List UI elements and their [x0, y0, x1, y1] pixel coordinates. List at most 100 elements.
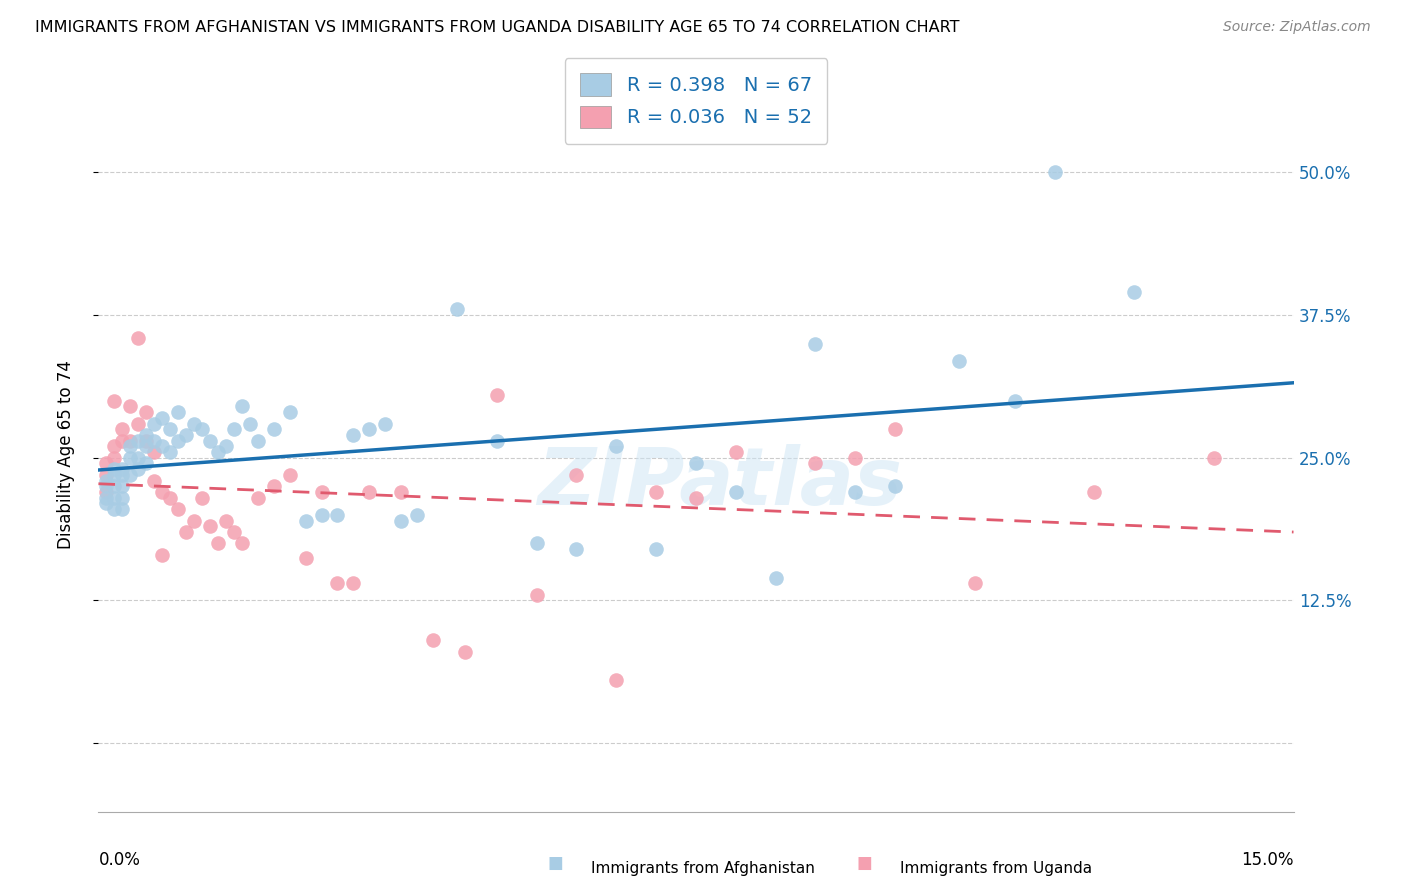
- Point: [844, 450, 866, 465]
- Point: [246, 434, 269, 448]
- Point: [406, 508, 429, 522]
- Point: [143, 445, 166, 459]
- Point: [143, 474, 166, 488]
- Point: [645, 485, 668, 500]
- Point: [96, 474, 118, 488]
- Point: [127, 417, 149, 431]
- Point: [565, 467, 588, 482]
- Point: [111, 462, 134, 476]
- Point: [183, 417, 205, 431]
- Point: [135, 457, 157, 471]
- Point: [326, 576, 349, 591]
- Text: Immigrants from Uganda: Immigrants from Uganda: [900, 861, 1092, 876]
- Point: [207, 445, 229, 459]
- Point: [150, 548, 173, 562]
- Point: [685, 491, 707, 505]
- Point: [111, 479, 134, 493]
- Text: IMMIGRANTS FROM AFGHANISTAN VS IMMIGRANTS FROM UGANDA DISABILITY AGE 65 TO 74 CO: IMMIGRANTS FROM AFGHANISTAN VS IMMIGRANT…: [35, 20, 960, 35]
- Text: ■: ■: [547, 855, 564, 872]
- Point: [605, 673, 627, 688]
- Point: [167, 405, 190, 419]
- Point: [605, 439, 627, 453]
- Point: [174, 524, 197, 539]
- Point: [150, 439, 173, 453]
- Point: [294, 514, 316, 528]
- Text: Immigrants from Afghanistan: Immigrants from Afghanistan: [591, 861, 814, 876]
- Point: [183, 514, 205, 528]
- Point: [765, 571, 787, 585]
- Point: [422, 633, 444, 648]
- Point: [326, 508, 349, 522]
- Point: [374, 417, 396, 431]
- Point: [120, 434, 142, 448]
- Point: [150, 485, 173, 500]
- Point: [222, 524, 245, 539]
- Point: [111, 502, 134, 516]
- Text: ZIPatlas: ZIPatlas: [537, 444, 903, 523]
- Point: [342, 428, 364, 442]
- Point: [111, 422, 134, 436]
- Point: [963, 576, 986, 591]
- Point: [207, 536, 229, 550]
- Point: [135, 405, 157, 419]
- Y-axis label: Disability Age 65 to 74: Disability Age 65 to 74: [56, 360, 75, 549]
- Point: [135, 439, 157, 453]
- Point: [884, 479, 907, 493]
- Point: [96, 496, 118, 510]
- Point: [191, 491, 214, 505]
- Point: [96, 467, 118, 482]
- Point: [724, 445, 747, 459]
- Point: [159, 491, 181, 505]
- Point: [278, 467, 301, 482]
- Point: [1123, 285, 1146, 300]
- Point: [111, 434, 134, 448]
- Point: [150, 410, 173, 425]
- Point: [103, 450, 125, 465]
- Point: [127, 462, 149, 476]
- Point: [485, 388, 508, 402]
- Point: [526, 536, 548, 550]
- Point: [111, 491, 134, 505]
- Point: [159, 422, 181, 436]
- Point: [174, 428, 197, 442]
- Point: [311, 508, 333, 522]
- Text: 0.0%: 0.0%: [98, 851, 141, 869]
- Point: [948, 353, 970, 368]
- Point: [159, 445, 181, 459]
- Text: ■: ■: [856, 855, 873, 872]
- Point: [389, 485, 412, 500]
- Point: [359, 485, 381, 500]
- Point: [454, 645, 477, 659]
- Point: [96, 457, 118, 471]
- Point: [724, 485, 747, 500]
- Point: [485, 434, 508, 448]
- Point: [294, 551, 316, 566]
- Point: [96, 491, 118, 505]
- Point: [120, 467, 142, 482]
- Point: [103, 439, 125, 453]
- Point: [231, 400, 253, 414]
- Point: [135, 428, 157, 442]
- Point: [246, 491, 269, 505]
- Point: [222, 422, 245, 436]
- Point: [103, 479, 125, 493]
- Point: [446, 302, 468, 317]
- Point: [342, 576, 364, 591]
- Point: [103, 462, 125, 476]
- Point: [143, 434, 166, 448]
- Point: [127, 331, 149, 345]
- Point: [685, 457, 707, 471]
- Point: [198, 519, 221, 533]
- Point: [804, 457, 827, 471]
- Point: [1083, 485, 1105, 500]
- Point: [198, 434, 221, 448]
- Point: [263, 479, 285, 493]
- Point: [167, 434, 190, 448]
- Point: [1004, 393, 1026, 408]
- Point: [127, 434, 149, 448]
- Point: [1202, 450, 1225, 465]
- Point: [120, 400, 142, 414]
- Point: [96, 479, 118, 493]
- Text: 15.0%: 15.0%: [1241, 851, 1294, 869]
- Point: [263, 422, 285, 436]
